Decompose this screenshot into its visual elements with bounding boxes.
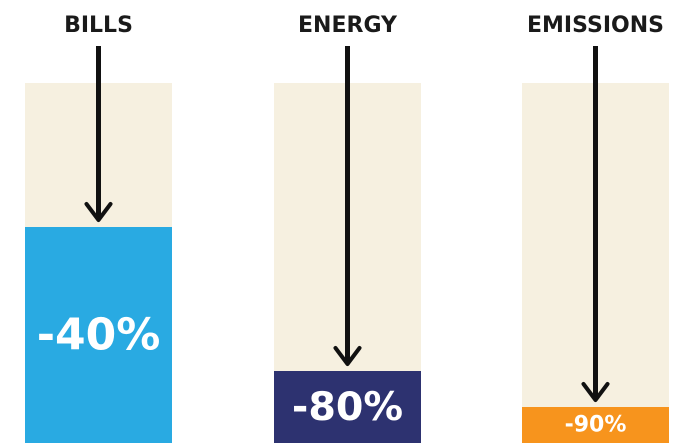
arrow-head-emissions <box>581 382 610 402</box>
arrow-head-bills <box>84 202 113 222</box>
category-label-emissions: EMISSIONS <box>527 13 664 38</box>
bar-energy <box>274 371 421 443</box>
bar-emissions <box>522 407 669 443</box>
arrow-head-energy <box>333 346 362 366</box>
category-label-energy: ENERGY <box>298 13 398 38</box>
bar-bills <box>25 227 172 443</box>
value-label-bills: -40% <box>37 310 161 361</box>
value-label-energy: -80% <box>292 384 403 430</box>
category-label-bills: BILLS <box>64 13 133 38</box>
value-label-emissions: -90% <box>565 413 627 438</box>
